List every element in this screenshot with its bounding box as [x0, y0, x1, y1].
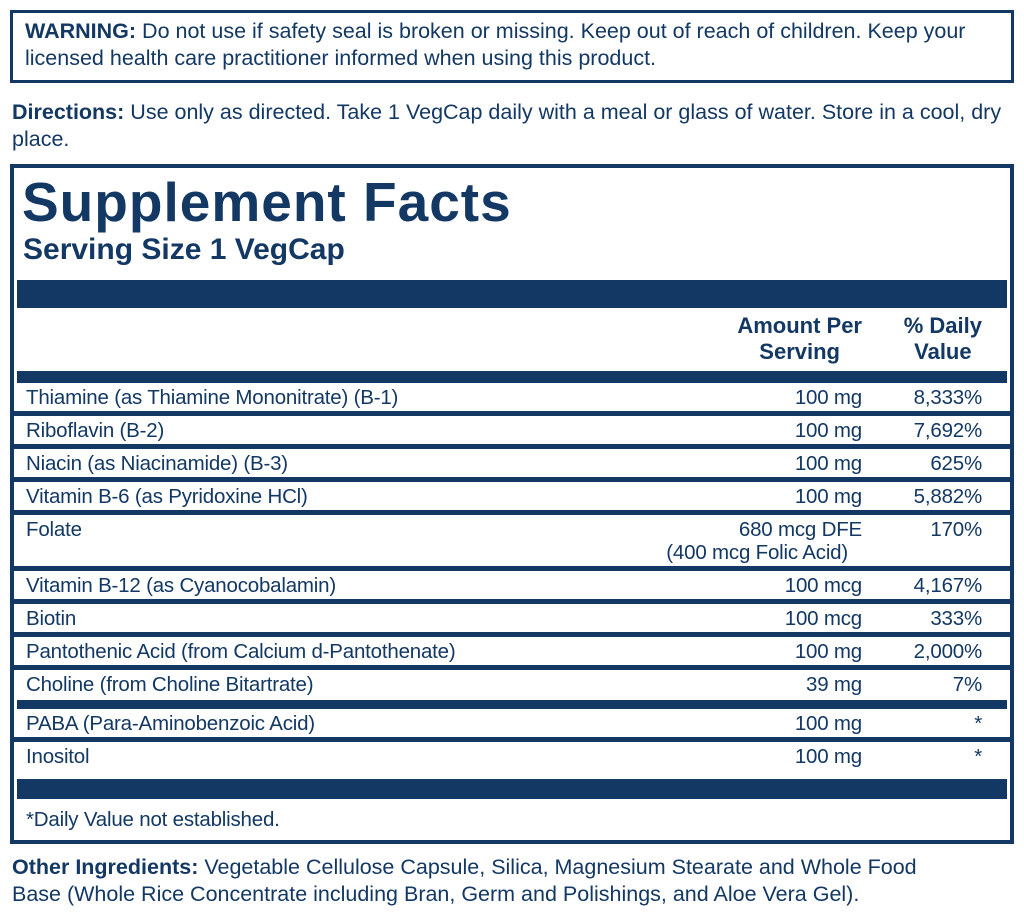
row-divider	[14, 411, 1010, 416]
nutrient-row-inositol: Inositol 100 mg *	[14, 742, 1010, 770]
nutrient-amount-secondary: (400 mcg Folic Acid)	[666, 541, 848, 564]
directions: Directions: Use only as directed. Take 1…	[12, 99, 1012, 153]
column-headers: Amount Per Serving % Daily Value	[14, 308, 1010, 371]
nutrient-name: Folate	[26, 518, 82, 541]
nutrient-name: Niacin (as Niacinamide) (B-3)	[26, 452, 288, 475]
row-divider	[14, 477, 1010, 482]
row-divider	[14, 665, 1010, 670]
nutrient-row-vitamin-b6: Vitamin B-6 (as Pyridoxine HCl) 100 mg 5…	[14, 482, 1010, 510]
nutrient-row-niacin: Niacin (as Niacinamide) (B-3) 100 mg 625…	[14, 449, 1010, 477]
nutrient-row-biotin: Biotin 100 mcg 333%	[14, 604, 1010, 632]
other-ingredients-label: Other Ingredients:	[12, 855, 199, 879]
percent-daily-value-header: % Daily Value	[903, 313, 982, 364]
serving-size: Serving Size 1 VegCap	[23, 233, 345, 266]
nutrient-dv: 170%	[930, 518, 982, 541]
warning-text: Do not use if safety seal is broken or m…	[25, 19, 966, 70]
other-ingredients: Other Ingredients: Vegetable Cellulose C…	[12, 854, 917, 908]
nutrient-dv: *	[974, 745, 982, 768]
nutrient-amount: 680 mcg DFE (400 mcg Folic Acid)	[602, 518, 862, 564]
supplement-facts-title: Supplement Facts	[22, 171, 512, 233]
nutrient-name: Vitamin B-6 (as Pyridoxine HCl)	[26, 485, 308, 508]
supplement-facts-panel: Supplement Facts Serving Size 1 VegCap A…	[10, 164, 1014, 844]
nutrient-dv: 2,000%	[913, 640, 983, 663]
nutrient-row-vitamin-b12: Vitamin B-12 (as Cyanocobalamin) 100 mcg…	[14, 571, 1010, 599]
nutrient-name: Riboflavin (B-2)	[26, 419, 165, 442]
nutrient-amount: 100 mg	[794, 712, 862, 735]
nutrient-dv: 5,882%	[913, 485, 983, 508]
nutrient-amount: 39 mg	[806, 673, 862, 696]
nutrient-amount: 100 mg	[794, 419, 862, 442]
nutrient-dv: 333%	[930, 607, 982, 630]
row-divider	[14, 599, 1010, 604]
warning-box: WARNING: Do not use if safety seal is br…	[10, 10, 1014, 83]
nutrient-amount: 100 mg	[794, 452, 862, 475]
nutrient-name: Thiamine (as Thiamine Mononitrate) (B-1)	[26, 386, 399, 409]
nutrient-name: Vitamin B-12 (as Cyanocobalamin)	[26, 574, 336, 597]
row-divider	[14, 510, 1010, 515]
row-divider	[14, 566, 1010, 571]
nutrient-amount: 100 mg	[794, 485, 862, 508]
nutrient-name: Choline (from Choline Bitartrate)	[26, 673, 314, 696]
nutrient-amount: 100 mg	[794, 386, 862, 409]
directions-label: Directions:	[12, 100, 125, 124]
row-divider	[14, 444, 1010, 449]
nutrient-dv: 7,692%	[913, 419, 983, 442]
other-ingredients-text: Vegetable Cellulose Capsule, Silica, Mag…	[12, 855, 917, 906]
nutrient-amount: 100 mg	[794, 640, 862, 663]
nutrient-amount: 100 mg	[794, 745, 862, 768]
nutrient-amount: 100 mcg	[784, 574, 862, 597]
nutrient-row-thiamine: Thiamine (as Thiamine Mononitrate) (B-1)…	[14, 383, 1010, 411]
section-bar-top	[17, 280, 1007, 308]
nutrient-amount: 100 mcg	[784, 607, 862, 630]
nutrient-name: Pantothenic Acid (from Calcium d-Pantoth…	[26, 640, 456, 663]
nutrient-dv: 4,167%	[913, 574, 983, 597]
nutrient-name: Inositol	[26, 745, 90, 768]
directions-text: Use only as directed. Take 1 VegCap dail…	[12, 100, 1002, 151]
nutrient-row-pantothenic-acid: Pantothenic Acid (from Calcium d-Pantoth…	[14, 637, 1010, 665]
nutrient-name: PABA (Para-Aminobenzoic Acid)	[26, 712, 315, 735]
footnote-daily-value: *Daily Value not established.	[26, 808, 280, 831]
header-divider-bar	[17, 371, 1007, 383]
nutrient-row-folate: Folate 680 mcg DFE (400 mcg Folic Acid) 1…	[14, 515, 1010, 566]
amount-per-serving-header: Amount Per Serving	[737, 313, 862, 364]
row-divider	[14, 632, 1010, 637]
nutrient-dv: 7%	[952, 673, 982, 696]
nutrient-row-choline: Choline (from Choline Bitartrate) 39 mg …	[14, 670, 1010, 698]
nutrient-row-riboflavin: Riboflavin (B-2) 100 mg 7,692%	[14, 416, 1010, 444]
nutrient-dv: 8,333%	[913, 386, 983, 409]
warning-label: WARNING:	[25, 19, 137, 43]
nutrient-row-paba: PABA (Para-Aminobenzoic Acid) 100 mg *	[14, 709, 1010, 737]
section-divider-bar	[17, 700, 1007, 709]
section-bar-bottom	[17, 779, 1007, 799]
nutrient-dv: *	[974, 712, 982, 735]
row-divider	[14, 737, 1010, 742]
nutrient-name: Biotin	[26, 607, 77, 630]
nutrient-dv: 625%	[930, 452, 982, 475]
